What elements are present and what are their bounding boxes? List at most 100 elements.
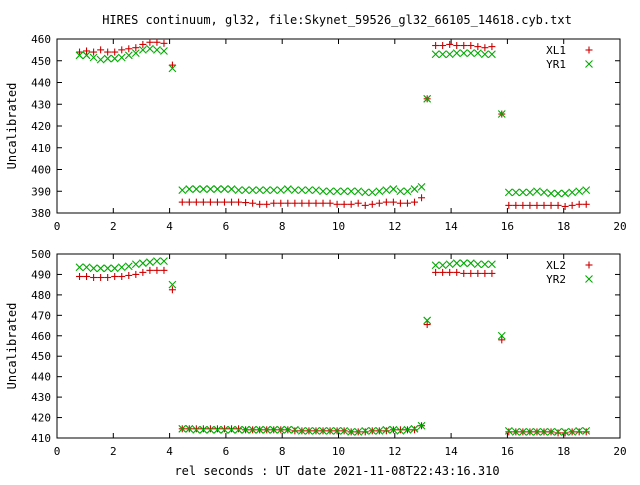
data-point-yr1 bbox=[117, 53, 126, 62]
data-point-yr2 bbox=[533, 427, 541, 436]
marker-stroke bbox=[199, 425, 208, 434]
marker-stroke bbox=[312, 186, 320, 195]
y-tick-label: 430 bbox=[31, 98, 51, 111]
marker-stroke bbox=[248, 425, 257, 434]
data-point-xl1 bbox=[354, 199, 362, 207]
data-point-yr2 bbox=[504, 426, 513, 435]
data-point-xl1 bbox=[139, 40, 147, 48]
legend-marker-yr1 bbox=[585, 60, 593, 68]
data-point-xl1 bbox=[160, 39, 168, 47]
data-point-xl1 bbox=[146, 38, 154, 46]
data-point-yr2 bbox=[103, 264, 112, 273]
x-tick-label: 0 bbox=[54, 445, 61, 458]
marker-stroke bbox=[75, 263, 84, 272]
data-point-xl1 bbox=[540, 201, 548, 209]
data-point-xl2 bbox=[206, 425, 214, 433]
data-point-yr2 bbox=[417, 421, 426, 430]
marker-stroke bbox=[431, 50, 440, 59]
marker-stroke bbox=[466, 259, 475, 268]
data-point-yr2 bbox=[276, 425, 285, 434]
y-tick-label: 410 bbox=[31, 432, 51, 445]
data-point-xl2 bbox=[104, 274, 112, 282]
marker-stroke bbox=[110, 264, 119, 273]
data-point-yr1 bbox=[389, 185, 398, 193]
marker-stroke bbox=[347, 427, 356, 436]
x-tick-label: 14 bbox=[444, 220, 458, 233]
marker-stroke bbox=[368, 188, 377, 197]
x-axis-title: rel seconds : UT date 2021-11-08T22:43:1… bbox=[174, 464, 499, 478]
data-point-yr1 bbox=[206, 185, 215, 193]
data-point-yr2 bbox=[497, 331, 506, 340]
data-point-yr2 bbox=[526, 427, 534, 436]
data-point-xl2 bbox=[460, 269, 468, 277]
data-point-xl2 bbox=[291, 427, 299, 435]
data-point-xl1 bbox=[125, 45, 133, 53]
marker-stroke bbox=[248, 186, 257, 195]
marker-stroke bbox=[504, 426, 513, 435]
data-point-yr2 bbox=[283, 425, 292, 434]
y-tick-label: 450 bbox=[31, 350, 51, 363]
data-point-yr2 bbox=[389, 425, 398, 434]
data-point-yr2 bbox=[354, 427, 363, 436]
marker-stroke bbox=[445, 260, 454, 269]
marker-stroke bbox=[382, 186, 391, 195]
data-point-yr1 bbox=[312, 186, 320, 195]
marker-stroke bbox=[241, 425, 250, 434]
marker-stroke bbox=[199, 185, 208, 193]
marker-stroke bbox=[131, 260, 140, 269]
data-point-yr2 bbox=[146, 258, 154, 267]
data-point-xl2 bbox=[146, 266, 154, 274]
data-point-xl1 bbox=[104, 48, 112, 56]
data-point-xl1 bbox=[575, 200, 583, 208]
marker-stroke bbox=[276, 425, 285, 434]
data-point-xl1 bbox=[582, 200, 590, 208]
marker-stroke bbox=[375, 426, 384, 435]
data-point-yr1 bbox=[96, 55, 105, 64]
marker-stroke bbox=[192, 185, 201, 193]
plot-panel-1: 0 2 4 6 8 10 12 14 16 18 20 380 390 400 410 420 430 440 45… bbox=[5, 33, 627, 233]
x-tick-label: 2 bbox=[110, 445, 117, 458]
data-point-xl1 bbox=[312, 199, 320, 207]
x-tick-label: 4 bbox=[166, 445, 173, 458]
y-tick-label: 470 bbox=[31, 309, 51, 322]
data-point-xl2 bbox=[361, 428, 369, 436]
marker-stroke bbox=[368, 426, 377, 435]
data-point-xl2 bbox=[220, 425, 228, 433]
marker-stroke bbox=[340, 187, 349, 196]
data-point-xl1 bbox=[568, 201, 576, 209]
marker-stroke bbox=[206, 425, 215, 434]
marker-stroke bbox=[227, 185, 236, 193]
marker-stroke bbox=[168, 280, 177, 289]
marker-stroke bbox=[361, 188, 370, 197]
x-tick-label: 12 bbox=[388, 220, 401, 233]
data-point-yr2 bbox=[459, 259, 468, 268]
data-point-yr2 bbox=[445, 260, 454, 269]
data-point-yr2 bbox=[340, 426, 349, 435]
data-point-xl1 bbox=[185, 198, 193, 206]
marker-stroke bbox=[410, 185, 419, 193]
y-tick-label: 450 bbox=[31, 55, 51, 68]
y-axis-title: Uncalibrated bbox=[5, 83, 19, 170]
marker-stroke bbox=[361, 426, 370, 435]
data-point-yr2 bbox=[248, 425, 257, 434]
x-tick-label: 20 bbox=[613, 220, 626, 233]
marker-stroke bbox=[403, 187, 412, 196]
data-point-yr1 bbox=[497, 110, 506, 118]
data-point-yr1 bbox=[227, 185, 236, 193]
data-point-yr2 bbox=[75, 263, 84, 272]
data-point-xl1 bbox=[97, 46, 105, 54]
marker-stroke bbox=[585, 275, 593, 283]
x-tick-label: 6 bbox=[223, 445, 230, 458]
data-point-xl2 bbox=[382, 427, 390, 435]
data-point-xl1 bbox=[439, 42, 447, 50]
legend-marker-xl2 bbox=[585, 261, 593, 269]
data-point-yr2 bbox=[396, 426, 405, 435]
marker-stroke bbox=[417, 183, 426, 191]
data-point-yr1 bbox=[110, 54, 119, 63]
data-point-xl1 bbox=[263, 200, 271, 208]
marker-stroke bbox=[269, 186, 278, 195]
data-point-yr2 bbox=[234, 425, 243, 434]
data-point-xl2 bbox=[213, 425, 221, 433]
data-point-xl1 bbox=[319, 199, 327, 207]
data-point-xl1 bbox=[228, 198, 236, 206]
